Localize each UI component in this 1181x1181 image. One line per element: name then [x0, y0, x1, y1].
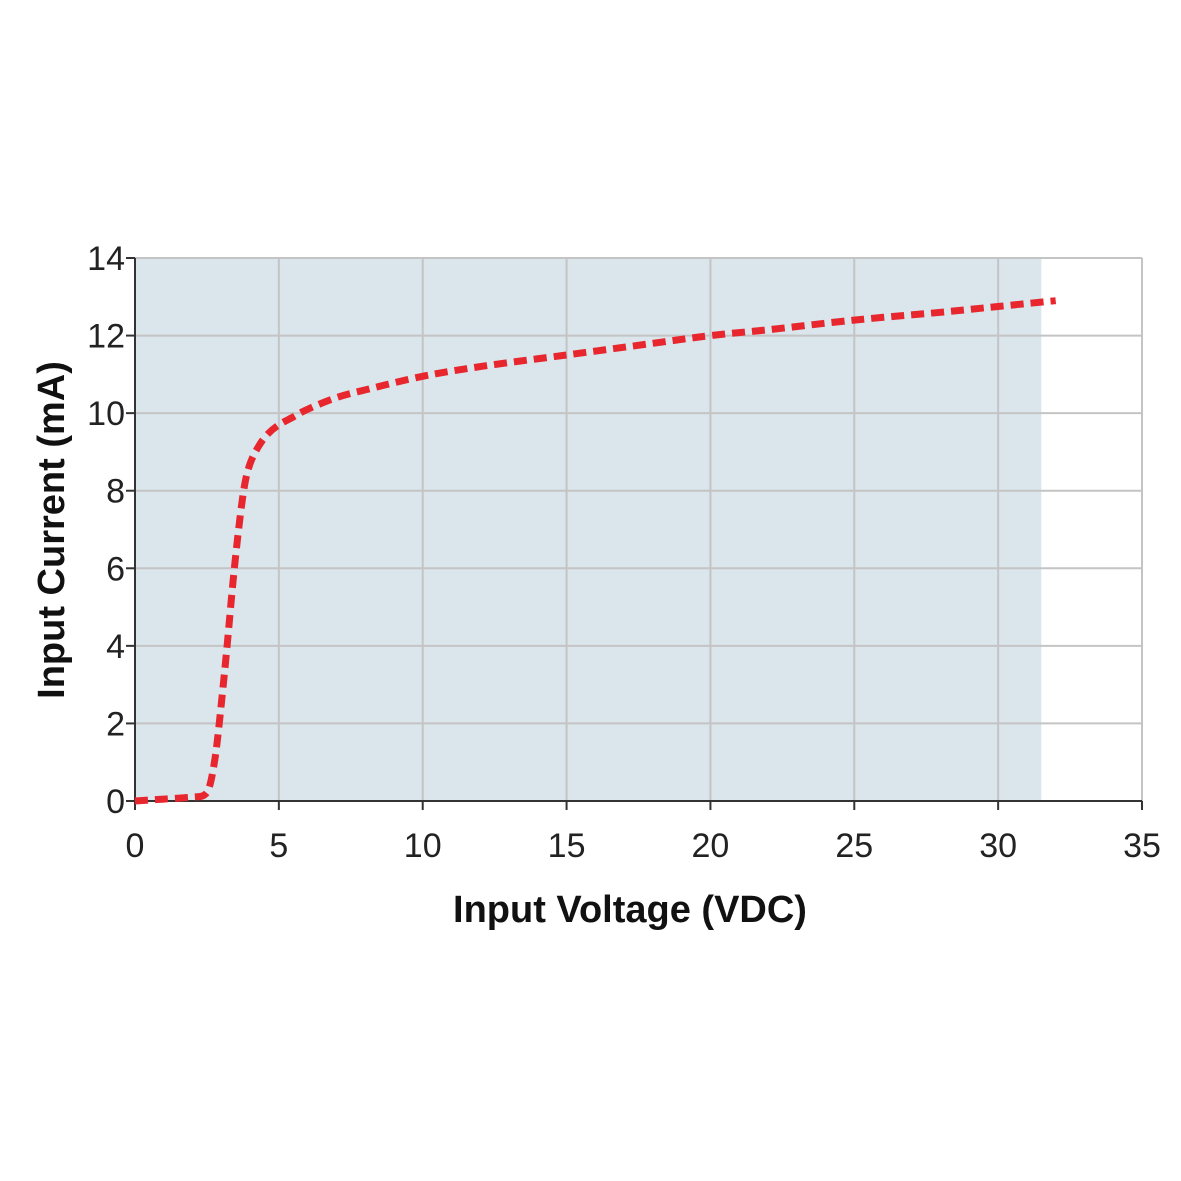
y-tick-label: 10 [87, 395, 125, 433]
x-tick-label: 25 [835, 827, 873, 865]
y-tick-label: 12 [87, 318, 125, 356]
x-tick-label: 5 [269, 827, 288, 865]
y-tick-label: 8 [106, 473, 125, 511]
x-tick-label: 15 [548, 827, 586, 865]
y-tick-label: 6 [106, 550, 125, 588]
x-tick-label: 30 [979, 827, 1017, 865]
shaded-region [135, 258, 1042, 801]
x-tick-label: 20 [692, 827, 730, 865]
series-line [134, 297, 1057, 805]
x-tick-label: 0 [126, 827, 145, 865]
shaded-region-layer [135, 258, 1042, 801]
y-axis-title: Input Current (mA) [31, 361, 73, 699]
x-tick-label: 35 [1123, 827, 1161, 865]
y-tick-label: 2 [106, 705, 125, 743]
x-tick-label: 10 [404, 827, 442, 865]
series-layer [134, 297, 1057, 805]
y-tick-label: 0 [106, 783, 125, 821]
y-tick-label: 4 [106, 628, 125, 666]
y-tick-label: 14 [87, 240, 125, 278]
x-axis-title: Input Voltage (VDC) [453, 889, 807, 931]
axis-layer [126, 257, 1143, 810]
tick-label-layer: 0 5 10 15 20 25 30 35 0 2 4 6 8 10 12 14 [87, 240, 1161, 865]
